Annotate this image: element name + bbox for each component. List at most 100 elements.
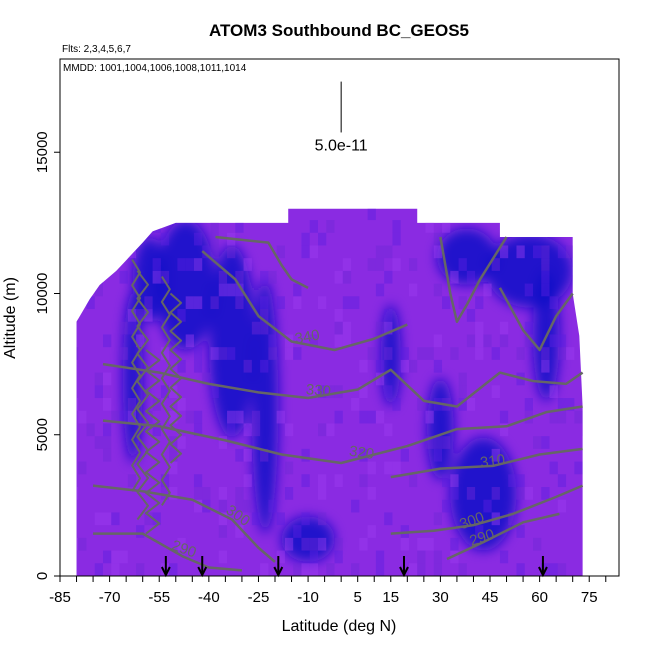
heatmap-cell bbox=[119, 321, 128, 335]
heatmap-cell bbox=[499, 423, 509, 437]
heatmap-cell bbox=[318, 537, 327, 551]
heatmap-cell bbox=[384, 309, 393, 322]
heatmap-cell bbox=[342, 296, 352, 310]
contour-label: 340 bbox=[293, 327, 321, 348]
contour-line bbox=[498, 287, 574, 352]
heatmap-cell bbox=[318, 512, 327, 526]
heatmap-cell bbox=[392, 461, 401, 475]
heatmap-cell bbox=[103, 372, 112, 386]
heatmap-cell bbox=[491, 347, 500, 360]
heatmap-cell bbox=[400, 359, 409, 373]
heatmap-cell bbox=[574, 461, 583, 475]
heatmap-cell bbox=[111, 410, 120, 424]
contour-line bbox=[93, 532, 243, 572]
heatmap-cell bbox=[384, 423, 393, 437]
heatmap-cell bbox=[94, 270, 103, 284]
heatmap-cell bbox=[475, 347, 484, 360]
heatmap-cell bbox=[169, 563, 178, 576]
heatmap-cell bbox=[260, 296, 269, 310]
heatmap-cell bbox=[499, 410, 509, 424]
heatmap-cell bbox=[235, 487, 244, 500]
heatmap-cell bbox=[351, 499, 360, 513]
heatmap-cell bbox=[334, 550, 343, 564]
heatmap-cell bbox=[425, 347, 434, 360]
heatmap-cell bbox=[144, 195, 152, 208]
heatmap-cell bbox=[193, 423, 203, 437]
heatmap-cell bbox=[334, 537, 343, 551]
heatmap-cell bbox=[227, 347, 236, 360]
heatmap-cell bbox=[533, 436, 542, 449]
contour-line bbox=[102, 405, 583, 465]
heatmap-cell bbox=[301, 474, 310, 488]
heatmap-cell bbox=[433, 550, 443, 564]
heatmap-cell bbox=[144, 309, 153, 322]
dark-region bbox=[281, 516, 335, 562]
heatmap-cell bbox=[384, 270, 393, 284]
heatmap-cell bbox=[218, 347, 228, 360]
contour-line bbox=[390, 447, 583, 479]
heatmap-cell bbox=[450, 487, 459, 500]
heatmap-cell bbox=[210, 232, 219, 246]
heatmap-cell bbox=[293, 283, 302, 297]
dark-region bbox=[208, 245, 256, 438]
heatmap-cell bbox=[334, 321, 343, 335]
heatmap-cell bbox=[309, 537, 318, 551]
contour-label: 320 bbox=[348, 443, 375, 463]
heatmap-cell bbox=[210, 347, 219, 360]
heatmap-cell bbox=[276, 512, 285, 526]
heatmap-cell bbox=[177, 258, 186, 271]
heatmap-cell bbox=[524, 283, 533, 297]
heatmap-cell bbox=[103, 512, 112, 526]
heatmap-cell bbox=[76, 309, 79, 322]
heatmap-cell bbox=[260, 563, 269, 576]
heatmap-cell bbox=[359, 474, 368, 488]
heatmap-cell bbox=[524, 208, 533, 221]
heatmap-cell bbox=[76, 487, 79, 500]
heatmap-cell bbox=[318, 474, 327, 488]
heatmap-cell bbox=[499, 321, 509, 335]
heatmap-cell bbox=[375, 359, 385, 373]
heatmap-cell bbox=[375, 258, 385, 271]
plot-border bbox=[59, 58, 620, 577]
heatmap-cell bbox=[466, 309, 476, 322]
heatmap-cell bbox=[169, 385, 178, 399]
y-tick-label: 15000 bbox=[34, 131, 51, 173]
heatmap-cell bbox=[442, 436, 451, 449]
heatmap-cell bbox=[103, 448, 112, 462]
heatmap-cell bbox=[103, 398, 112, 411]
heatmap-cell bbox=[127, 245, 137, 259]
heatmap-cell bbox=[375, 245, 385, 259]
x-tick-label: -10 bbox=[297, 589, 319, 606]
heatmap-cell bbox=[483, 499, 492, 513]
heatmap-cell bbox=[144, 512, 153, 526]
heatmap-cell bbox=[359, 410, 368, 424]
heatmap-cell bbox=[309, 563, 318, 576]
heatmap-cell bbox=[152, 398, 161, 411]
heatmap-cell bbox=[466, 270, 476, 284]
x-axis: -85 -70 -55 -40 -25 -10 5 15 30 45 60 75 bbox=[49, 576, 607, 606]
heatmap-cell bbox=[318, 487, 327, 500]
heatmap-cell bbox=[95, 195, 103, 208]
heatmap-cell bbox=[442, 296, 451, 310]
heatmap-cell bbox=[78, 537, 87, 551]
heatmap-cell bbox=[210, 245, 219, 259]
x-tick-label: -70 bbox=[99, 589, 121, 606]
heatmap-cell bbox=[375, 563, 385, 576]
heatmap-cell bbox=[433, 563, 443, 576]
spiky-lines bbox=[131, 259, 183, 535]
y-axis: 0 5000 10000 15000 bbox=[34, 131, 60, 580]
heatmap-cell bbox=[260, 270, 269, 284]
heatmap-cell bbox=[152, 270, 161, 284]
heatmap-cell bbox=[408, 258, 418, 271]
heatmap-cell bbox=[384, 385, 393, 399]
heatmap-cell bbox=[243, 499, 252, 513]
heatmap-cell bbox=[160, 208, 170, 221]
heatmap-cell bbox=[169, 448, 178, 462]
heatmap-cell bbox=[268, 499, 277, 513]
heatmap-cell bbox=[243, 258, 252, 271]
heatmap-cell bbox=[458, 258, 467, 271]
heatmap-cell bbox=[235, 220, 244, 233]
heatmap-cell bbox=[260, 309, 269, 322]
heatmap-cell bbox=[119, 550, 128, 564]
heatmap-cell bbox=[193, 499, 203, 513]
